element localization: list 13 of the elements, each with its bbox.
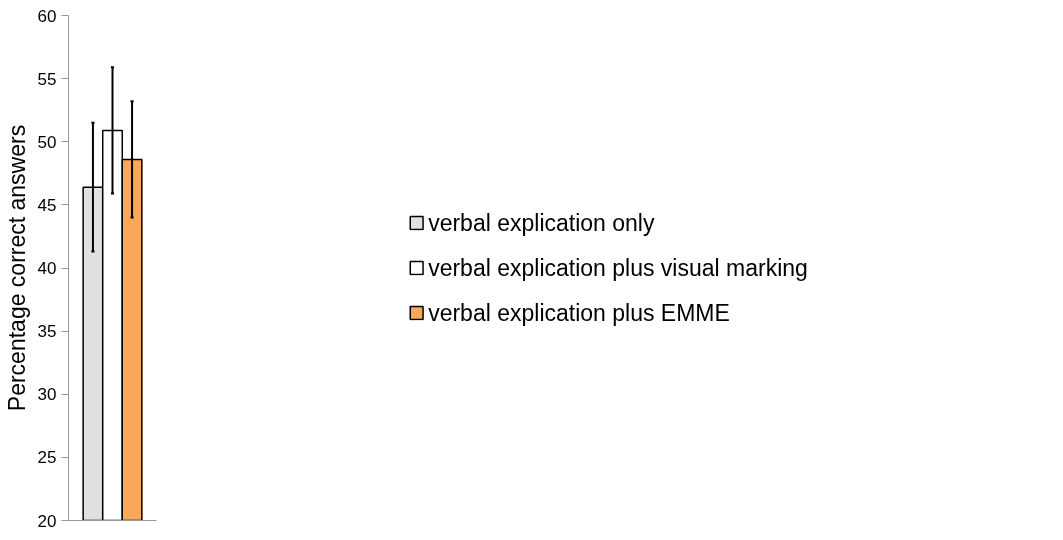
y-tick-label: 50 — [37, 132, 57, 152]
y-axis-title: Percentage correct answers — [3, 124, 30, 412]
y-tick-label: 35 — [37, 322, 57, 342]
y-tick-label: 40 — [37, 259, 57, 278]
y-tick-label: 60 — [37, 6, 57, 26]
legend-label: verbal explication plus EMME — [428, 299, 730, 326]
y-tick-label: 20 — [37, 511, 57, 531]
y-tick-label: 30 — [37, 385, 57, 405]
y-tick-label: 25 — [37, 448, 57, 468]
legend-label: verbal explication only — [428, 209, 655, 236]
y-tick-label: 45 — [37, 195, 57, 215]
y-tick-label: 55 — [37, 69, 57, 89]
legend-label: verbal explication plus visual marking — [428, 254, 808, 281]
